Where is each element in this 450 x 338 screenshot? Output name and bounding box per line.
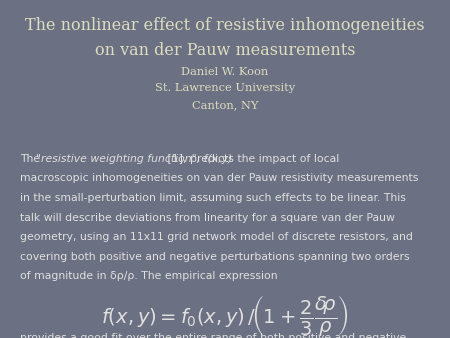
Text: of magnitude in δρ/ρ. The empirical expression: of magnitude in δρ/ρ. The empirical expr… [20,271,278,282]
Text: Daniel W. Koon: Daniel W. Koon [181,67,269,77]
Text: talk will describe deviations from linearity for a square van der Pauw: talk will describe deviations from linea… [20,213,395,223]
Text: macroscopic inhomogeneities on van der Pauw resistivity measurements: macroscopic inhomogeneities on van der P… [20,173,418,184]
Text: provides a good fit over the entire range of both positive and negative: provides a good fit over the entire rang… [20,333,406,338]
Text: St. Lawrence University: St. Lawrence University [155,83,295,94]
Text: [1], predicts the impact of local: [1], predicts the impact of local [164,154,339,164]
Text: Canton, NY: Canton, NY [192,100,258,111]
Text: "resistive weighting function", f(x,y): "resistive weighting function", f(x,y) [36,154,232,164]
Text: The: The [20,154,47,164]
Text: in the small-perturbation limit, assuming such effects to be linear. This: in the small-perturbation limit, assumin… [20,193,406,203]
Text: geometry, using an 11x11 grid network model of discrete resistors, and: geometry, using an 11x11 grid network mo… [20,232,413,242]
Text: covering both positive and negative perturbations spanning two orders: covering both positive and negative pert… [20,252,410,262]
Text: on van der Pauw measurements: on van der Pauw measurements [95,42,355,59]
Text: The nonlinear effect of resistive inhomogeneities: The nonlinear effect of resistive inhomo… [25,17,425,34]
Text: $f(x, y) = f_0(x, y)\,/\!\left(1 + \dfrac{2}{3}\dfrac{\delta\!\rho}{\rho}\right): $f(x, y) = f_0(x, y)\,/\!\left(1 + \dfra… [101,293,349,338]
